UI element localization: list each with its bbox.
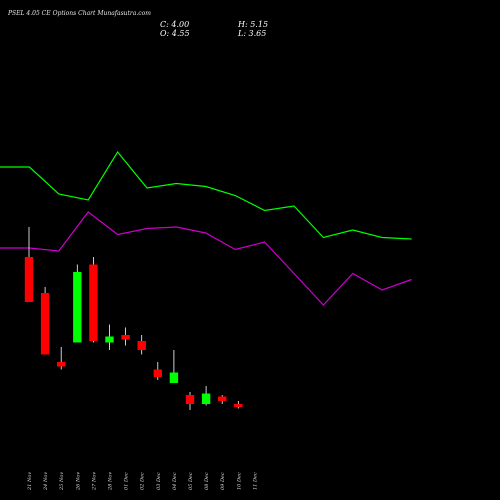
candle-body-down <box>57 362 66 367</box>
x-tick-label: 03 Dec <box>156 472 162 490</box>
x-tick-label: 27 Nov <box>91 472 97 491</box>
candle-body-down <box>121 335 130 340</box>
x-tick-label: 08 Dec <box>204 472 210 490</box>
candle-body-down <box>137 341 146 350</box>
candle-body-up <box>169 372 179 383</box>
x-tick-label: 11 Dec <box>252 472 258 490</box>
candle-body-down <box>89 264 98 341</box>
x-tick-label: 24 Nov <box>43 472 49 491</box>
candle-body-up <box>201 393 211 404</box>
x-tick-label: 10 Dec <box>236 472 242 490</box>
candle-body-down <box>234 404 243 407</box>
chart-title: PSEL 4.05 CE Options Chart Munafasutra.c… <box>8 10 151 17</box>
x-tick-label: 21 Nov <box>27 472 33 491</box>
candle-body-up <box>105 336 114 343</box>
x-tick-label: 04 Dec <box>172 472 178 490</box>
close-value: C: 4.00 <box>160 20 190 29</box>
indicator-line-2 <box>0 211 412 306</box>
candle-body-down <box>153 369 162 377</box>
open-value: O: 4.55 <box>160 29 190 38</box>
high-value: H: 5.15 <box>238 20 269 29</box>
candle-body-down <box>40 293 50 355</box>
candle-body-down <box>24 257 34 302</box>
x-tick-label: 25 Nov <box>59 472 65 491</box>
indicator-line-1 <box>0 150 412 240</box>
x-tick-label: 02 Dec <box>140 472 146 490</box>
low-value: L: 3.65 <box>238 29 267 38</box>
x-tick-label: 26 Nov <box>75 472 81 491</box>
x-tick-label: 28 Nov <box>108 472 114 491</box>
candle-body-up <box>73 272 82 343</box>
candle-body-down <box>218 396 227 401</box>
x-tick-label: 09 Dec <box>220 472 226 490</box>
candle-body-down <box>185 395 195 404</box>
x-tick-label: 01 Dec <box>124 472 130 490</box>
x-tick-label: 05 Dec <box>188 472 194 490</box>
